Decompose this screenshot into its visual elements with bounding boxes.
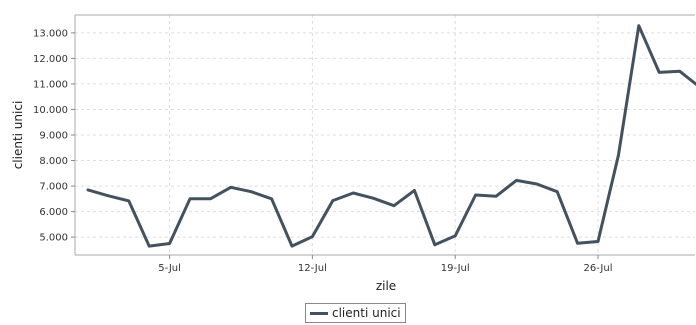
data-point (290, 244, 294, 248)
y-tick-label: 10.000 (33, 105, 68, 116)
data-point (229, 186, 232, 189)
data-point (168, 242, 171, 245)
data-point (678, 69, 681, 73)
data-point (556, 190, 559, 193)
data-point (331, 199, 334, 202)
legend-label: clienti unici (332, 306, 401, 320)
x-axis-ticks: 5-Jul 12-Jul 19-Jul 26-Jul (158, 255, 612, 274)
data-point (596, 240, 600, 243)
y-axis-title: clienti unici (11, 101, 25, 170)
data-point (270, 197, 273, 201)
data-point (392, 204, 396, 207)
data-point (209, 197, 212, 201)
y-tick-label: 13.000 (33, 28, 68, 39)
data-point (148, 244, 151, 248)
data-point (474, 193, 477, 197)
gridlines (75, 15, 695, 255)
data-point (127, 199, 130, 203)
data-point (535, 182, 538, 186)
data-point (311, 235, 314, 238)
legend-swatch (310, 311, 328, 315)
data-point (433, 243, 436, 246)
data-point (107, 194, 110, 197)
y-tick-label: 9.000 (39, 131, 68, 142)
data-point (250, 190, 253, 193)
series-layer (86, 24, 696, 248)
x-tick-label: 5-Jul (158, 263, 181, 274)
data-point (188, 197, 192, 201)
x-axis-title: zile (376, 279, 396, 293)
data-point (637, 24, 640, 27)
x-tick-label: 12-Jul (298, 263, 327, 274)
y-tick-label: 5.000 (39, 233, 68, 244)
data-point (617, 154, 620, 157)
y-tick-label: 11.000 (33, 79, 68, 90)
data-point (372, 197, 375, 200)
y-axis-ticks: 5.000 6.000 7.000 8.000 9.000 10.000 11.000 12.… (33, 28, 75, 244)
data-point (86, 188, 90, 192)
data-point (494, 195, 498, 198)
data-point (413, 189, 416, 192)
legend: clienti unici (305, 303, 406, 323)
x-tick-label: 19-Jul (441, 263, 470, 274)
data-point (515, 179, 518, 182)
x-tick-label: 26-Jul (584, 263, 613, 274)
y-tick-label: 12.000 (33, 54, 68, 65)
data-point (576, 242, 579, 245)
y-tick-label: 8.000 (39, 156, 68, 167)
y-tick-label: 6.000 (39, 207, 68, 218)
y-tick-label: 7.000 (39, 182, 68, 193)
data-point (658, 71, 661, 74)
data-point (454, 234, 457, 238)
data-point (352, 191, 355, 195)
